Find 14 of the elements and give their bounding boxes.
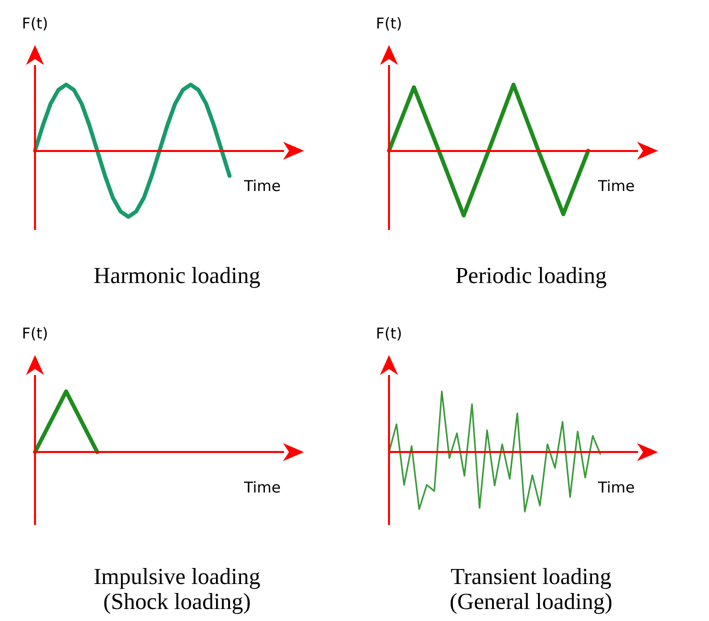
y-axis-title: F(t) [22,14,48,32]
text: (Shock loading) [103,589,251,614]
y-axis-title: F(t) [376,324,402,342]
text: Periodic loading [455,263,608,288]
y-axis-title: F(t) [22,324,48,342]
text: Impulsive loading [94,564,261,589]
x-axis-title: Time [597,478,635,497]
y-axis-title: F(t) [376,14,402,32]
x-axis-title: Time [597,177,635,196]
text: Transient loading [450,564,612,589]
x-axis-title: Time [243,177,281,196]
x-axis-title: Time [243,478,281,497]
text: (General loading) [450,589,612,614]
text: Harmonic loading [94,263,261,288]
